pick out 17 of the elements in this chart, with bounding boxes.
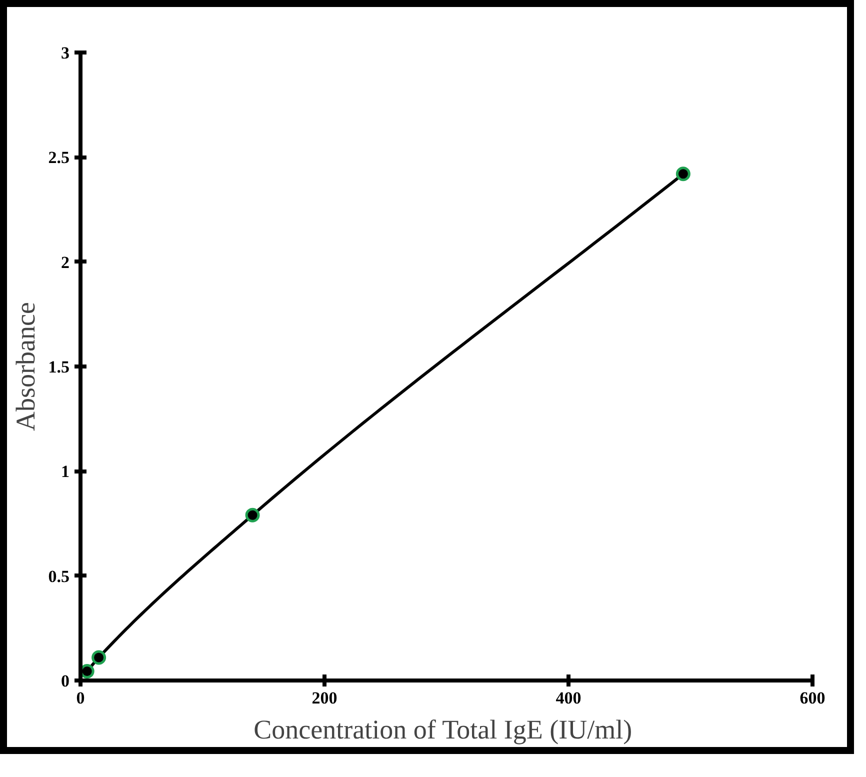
x-axis-title: Concentration of Total IgE (IU/ml) xyxy=(254,714,632,744)
y-tick-label: 0.5 xyxy=(48,566,70,586)
y-tick-label: 2.5 xyxy=(48,148,70,168)
x-tick-label: 0 xyxy=(76,688,85,708)
point xyxy=(92,650,106,665)
y-axis-title: Absorbance xyxy=(10,302,40,431)
point xyxy=(676,166,690,182)
point xyxy=(80,664,94,679)
y-tick-label: 0 xyxy=(61,672,70,690)
y-tick-label: 3 xyxy=(61,44,70,62)
x-tick-label: 600 xyxy=(800,688,826,708)
x-tick-label: 400 xyxy=(556,688,582,708)
y-tick-label: 1 xyxy=(61,462,70,482)
x-tick-label: 200 xyxy=(312,688,338,708)
point xyxy=(245,508,260,522)
y-tick-label: 2 xyxy=(61,252,70,272)
y-tick-label: 1.5 xyxy=(48,358,70,376)
